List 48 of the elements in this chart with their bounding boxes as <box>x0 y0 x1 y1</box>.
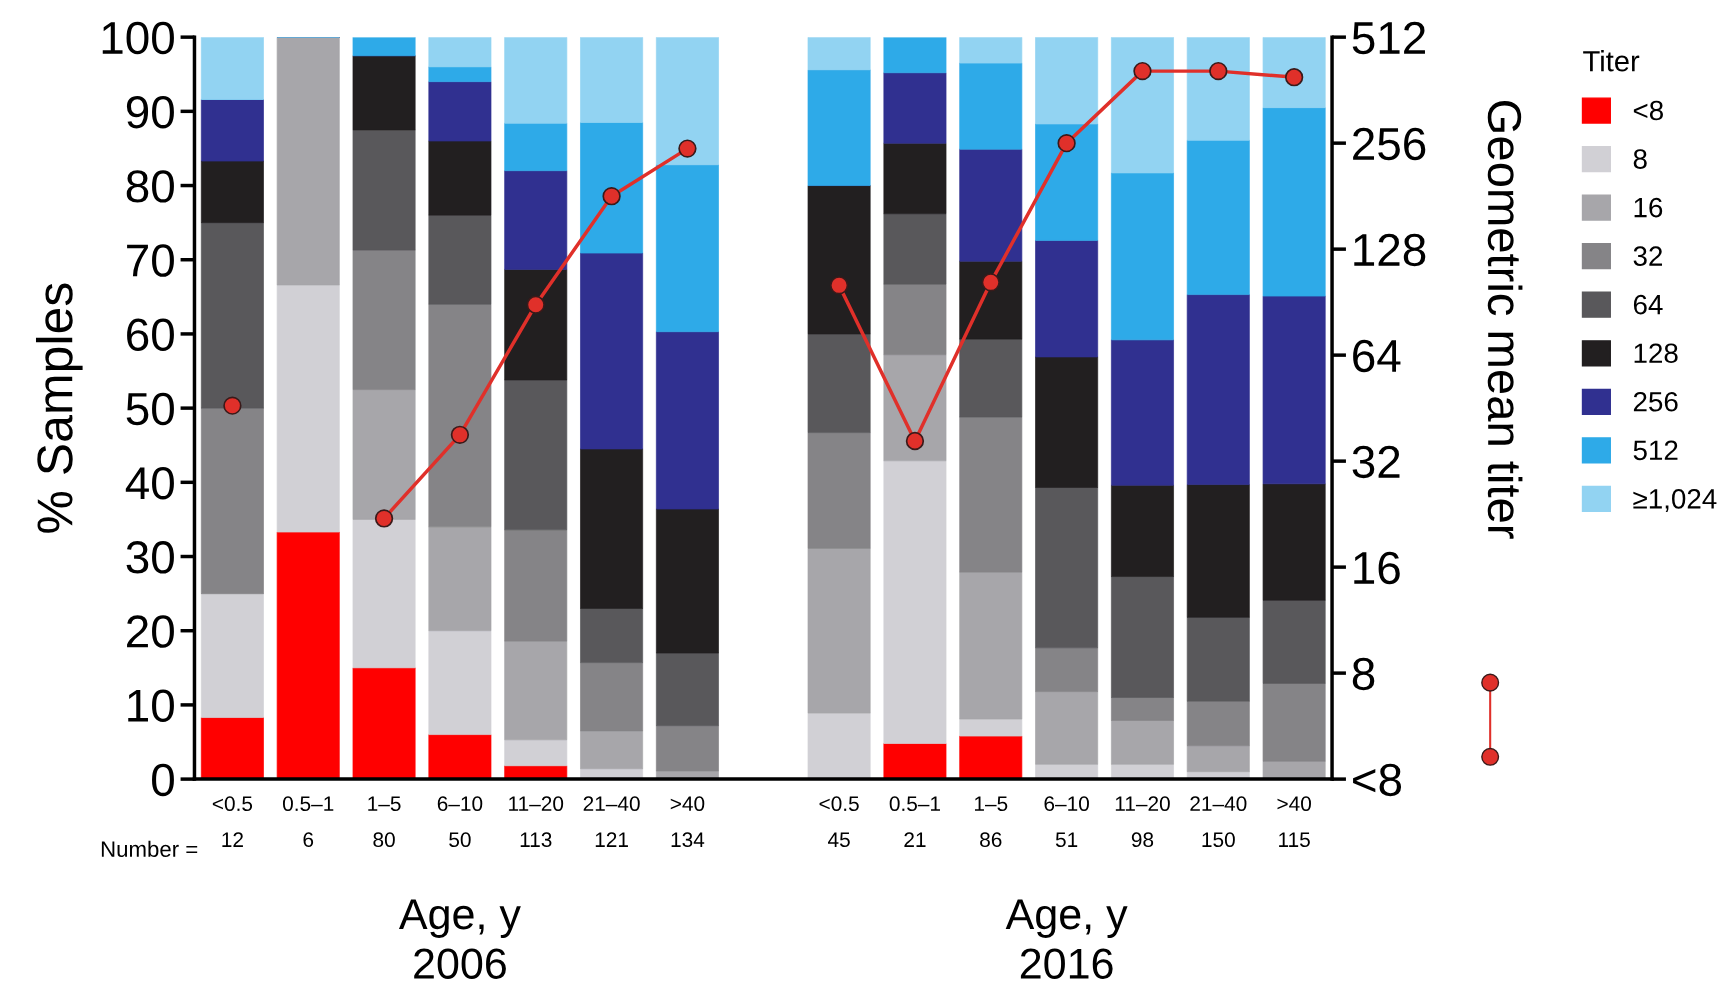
x-tick-label: 1–5 80 <box>368 796 401 848</box>
legend-label: 256 <box>1633 391 1678 412</box>
x-tick-label: 0.5–1 6 <box>282 796 334 848</box>
y-tick-label: 100 <box>102 21 174 55</box>
y-tick-label: 80 <box>126 170 174 203</box>
legend-title: Titer <box>1583 50 1640 72</box>
text: Age, y 2016 <box>1005 899 1128 979</box>
y2-tick-label: 64 <box>1353 339 1401 373</box>
legend-label: 32 <box>1633 246 1663 266</box>
y2-tick-label: 8 <box>1352 657 1375 691</box>
y2-axis-title: Geometric mean titer <box>1487 101 1523 539</box>
y2-tick-label: 16 <box>1354 551 1400 585</box>
y2-tick-label: 512 <box>1352 21 1425 55</box>
y-tick-label: 10 <box>128 689 174 722</box>
x-tick-label: 0.5–1 21 <box>889 796 940 847</box>
legend-label: 128 <box>1634 343 1678 364</box>
y-tick-label: 60 <box>127 318 174 351</box>
y2-tick-label: 128 <box>1354 233 1426 267</box>
y-tick-label: 30 <box>126 541 174 574</box>
x-tick-label: 11–20 113 <box>509 796 564 848</box>
legend-label: <8 <box>1633 100 1663 121</box>
y-tick-label: 70 <box>127 244 174 277</box>
y-axis-title: % Samples <box>35 283 83 533</box>
x-tick-label: >40 134 <box>670 796 705 848</box>
y-tick-label: 0 <box>152 763 174 797</box>
legend-label: 8 <box>1633 149 1647 169</box>
x-tick-label: >40 115 <box>1277 796 1311 848</box>
y-tick-label: 50 <box>126 392 174 426</box>
legend-label: 16 <box>1634 197 1663 218</box>
x-tick-label: <0.5 45 <box>819 796 859 848</box>
x-tick-label: 1–5 86 <box>974 796 1008 848</box>
y2-tick-label: 256 <box>1353 127 1426 161</box>
x-tick-label: <0.5 12 <box>212 796 253 847</box>
y-tick-label: 20 <box>127 615 174 648</box>
legend-label: ≥1,024 <box>1633 489 1717 512</box>
x-tick-label: 21–40 150 <box>1190 796 1247 848</box>
x-tick-label: 11–20 98 <box>1115 796 1170 848</box>
legend-label: 512 <box>1633 440 1678 461</box>
legend-label: 64 <box>1633 294 1663 315</box>
text: Number = <box>101 840 198 858</box>
y-tick-label: 40 <box>125 466 174 500</box>
text: Age, y 2006 <box>398 899 521 979</box>
y-tick-label: 90 <box>126 95 174 129</box>
x-tick-label: 6–10 51 <box>1044 796 1089 848</box>
x-tick-label: 6–10 50 <box>437 796 483 848</box>
y2-tick-label: 32 <box>1352 445 1400 479</box>
x-tick-label: 21–40 121 <box>583 796 640 847</box>
y2-tick-label: <8 <box>1353 763 1402 797</box>
